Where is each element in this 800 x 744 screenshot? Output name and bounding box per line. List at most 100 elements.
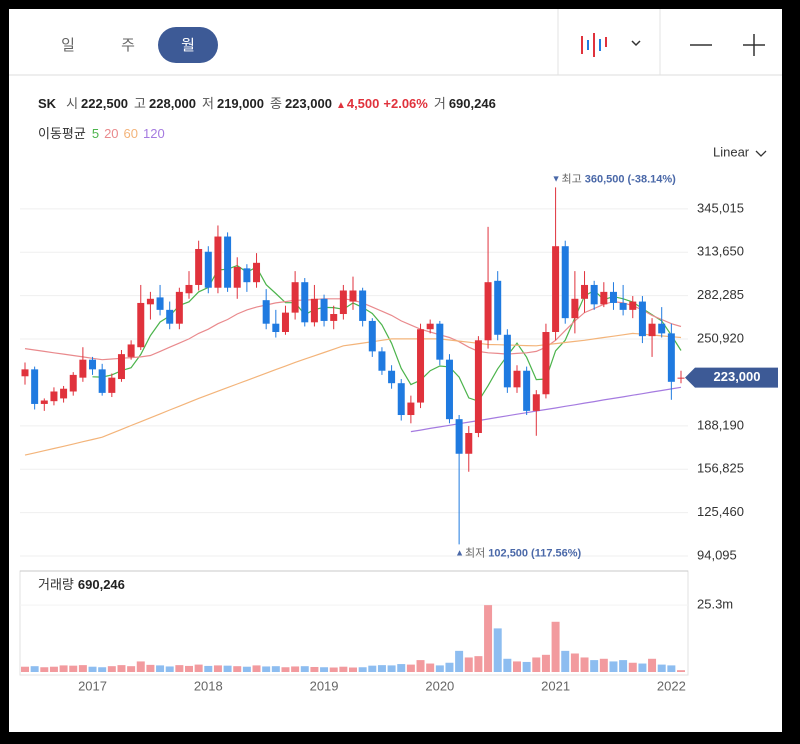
volume-bar xyxy=(406,664,415,672)
volume-bar xyxy=(281,667,290,672)
candle-body xyxy=(484,282,492,341)
tab[interactable]: 일 xyxy=(61,37,75,54)
volume-bar xyxy=(445,662,454,672)
volume-bar xyxy=(570,653,579,672)
volume-current: 690,246 xyxy=(78,577,125,592)
volume-bar xyxy=(426,663,435,672)
candle-body xyxy=(638,301,646,337)
volume-bar xyxy=(484,605,493,672)
candle-body xyxy=(204,251,212,288)
candle-body xyxy=(40,400,48,404)
candle-body xyxy=(648,323,656,337)
volume-bar xyxy=(435,665,444,672)
volume-bar xyxy=(271,666,280,672)
volume-title-text: 거래량 xyxy=(38,577,74,592)
change-arrow: ▲ xyxy=(336,100,346,111)
candle-body xyxy=(253,262,261,283)
volume-bar xyxy=(667,665,676,672)
volume-bar xyxy=(619,660,628,672)
volume-bar xyxy=(358,667,367,672)
candle-body xyxy=(658,323,666,334)
ma-legend-entry: 20 xyxy=(104,126,118,141)
volume-bar xyxy=(368,665,377,672)
zoom-in-button[interactable] xyxy=(743,34,765,56)
tab[interactable]: 주 xyxy=(121,37,135,54)
tab-selected[interactable] xyxy=(158,27,218,63)
ma-legend-entry: 5 xyxy=(92,126,99,141)
volume-bar xyxy=(252,665,261,672)
candle-body xyxy=(146,298,154,305)
candle-body xyxy=(21,369,29,377)
candle-body xyxy=(272,323,280,333)
volume-bar xyxy=(609,661,618,672)
candle-body xyxy=(378,351,386,371)
volume-bar xyxy=(213,665,222,672)
annotation-marker: ▲ xyxy=(455,548,464,558)
volume-bar xyxy=(590,660,599,672)
candle-body xyxy=(445,359,453,420)
volume-bar xyxy=(88,666,97,672)
volume-bar xyxy=(320,667,329,672)
annotation-label: 최저 xyxy=(465,546,485,559)
scale-dropdown[interactable]: Linear xyxy=(713,144,767,159)
volume-bar xyxy=(648,658,657,672)
candle-body xyxy=(397,383,405,416)
quote-label: 저 xyxy=(202,96,214,111)
candle-body xyxy=(31,369,39,404)
x-tick-label: 2021 xyxy=(541,678,570,693)
dropdown-chevron[interactable] xyxy=(631,40,641,47)
volume-bar xyxy=(657,664,666,672)
candle-body xyxy=(69,374,77,392)
ma-legend: 이동평균 5 20 60 120 xyxy=(38,126,165,141)
candle-body xyxy=(339,290,347,315)
y-tick-label: 188,190 xyxy=(697,417,744,432)
volume-bar xyxy=(561,650,570,672)
volume-bar xyxy=(513,661,521,672)
volume-bar xyxy=(175,665,184,672)
volume-bar xyxy=(599,658,608,672)
volume-bar xyxy=(49,666,58,672)
volume-bar xyxy=(493,628,502,672)
volume-bar xyxy=(78,665,87,672)
candle-body xyxy=(50,391,58,402)
candle-body xyxy=(185,284,193,294)
annotation-change: (-38.14%) xyxy=(628,173,677,185)
volume-bar xyxy=(464,657,473,672)
y-tick-label: 94,095 xyxy=(697,547,737,562)
volume-bar xyxy=(551,621,560,672)
quote-line: SK 시 222,500 고 228,000 저 219,000 종 223,000 ▲4,500… xyxy=(38,96,496,111)
scale-label[interactable]: Linear xyxy=(713,144,750,159)
candle-body xyxy=(117,354,125,380)
volume-bar xyxy=(628,662,637,672)
y-tick-label: 125,460 xyxy=(697,504,744,519)
volume-bar xyxy=(474,656,483,672)
x-tick-label: 2018 xyxy=(194,678,223,693)
volume-bar xyxy=(532,657,541,672)
volume-bar xyxy=(387,665,396,672)
symbol: SK xyxy=(38,96,57,111)
panel xyxy=(9,9,782,732)
volume-bar xyxy=(300,666,309,672)
candle-body xyxy=(291,282,299,313)
y-tick-label: 345,015 xyxy=(697,200,744,215)
volume-bar xyxy=(30,666,39,672)
tab[interactable]: 월 xyxy=(181,37,195,54)
candle-body xyxy=(523,370,531,411)
chart-type-button[interactable] xyxy=(581,33,607,57)
y-tick-label: 313,650 xyxy=(697,244,744,259)
candle-body xyxy=(667,333,675,382)
candle-body xyxy=(542,332,550,395)
volume-bar xyxy=(677,670,685,672)
annotation-value: 360,500 xyxy=(585,173,625,185)
y-tick-label: 250,920 xyxy=(697,330,744,345)
ma-legend-entry: 60 xyxy=(124,126,138,141)
ma-legend-title: 이동평균 xyxy=(38,126,86,141)
quote-value: 219,000 xyxy=(217,96,264,111)
volume-bar xyxy=(503,658,512,672)
candle-body xyxy=(89,359,97,370)
volume-bar xyxy=(185,665,193,672)
candle-body xyxy=(407,402,415,416)
candle-body xyxy=(609,291,617,303)
extreme-annotation: ▲최저 102,500 (117.56%) xyxy=(455,546,581,559)
last-price-label: 223,000 xyxy=(714,369,761,384)
